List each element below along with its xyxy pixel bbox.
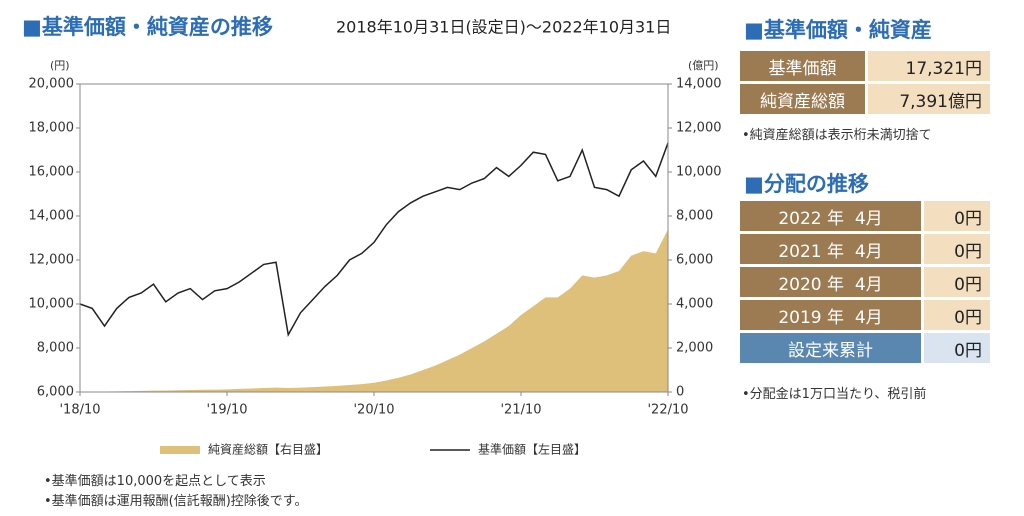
x-tick-label: '20/10 — [353, 403, 394, 418]
x-tick-label: '21/10 — [500, 403, 541, 418]
cell: 0円 — [924, 300, 990, 330]
y2-axis-unit: (億円) — [688, 59, 719, 72]
cell: 0円 — [924, 234, 990, 264]
legend-label: 基準価額【左目盛】 — [478, 442, 586, 457]
cell: 設定来累計 — [740, 333, 922, 363]
x-tick-label: '19/10 — [206, 403, 247, 418]
chart-title: ■基準価額・純資産の推移 — [22, 15, 273, 39]
nav-note: •純資産総額は表示桁未満切捨て — [742, 128, 932, 143]
distribution-title: ■分配の推移 — [744, 172, 869, 196]
y-tick-label: 18,000 — [29, 121, 75, 136]
cell: 2019 年 4月 — [740, 300, 922, 330]
y-tick-label: 12,000 — [29, 253, 75, 268]
y2-tick-label: 14,000 — [676, 77, 722, 92]
y-tick-label: 8,000 — [37, 341, 74, 356]
y-tick-label: 10,000 — [29, 297, 75, 312]
note: •基準価額は10,000を起点として表示 — [44, 474, 266, 489]
legend-label: 純資産総額【右目盛】 — [208, 442, 328, 457]
chart-subtitle: 2018年10月31日(設定日)～2022年10月31日 — [336, 18, 671, 37]
cell: 2022 年 4月 — [740, 201, 922, 231]
area — [80, 229, 668, 392]
y-tick-label: 14,000 — [29, 209, 75, 224]
distribution-table: 2022 年 4月 0円 2021 年 4月 0円 2020 年 4月 0円 2019… — [737, 198, 993, 366]
cell: 0円 — [924, 201, 990, 231]
y-tick-label: 6,000 — [37, 385, 74, 400]
cell: 0円 — [924, 267, 990, 297]
nav-table: 基準価額 17,321円 純資産総額 7,391億円 — [737, 48, 993, 117]
y2-tick-label: 8,000 — [676, 209, 713, 224]
cell: 17,321円 — [867, 51, 990, 81]
nav-title: ■基準価額・純資産 — [744, 18, 932, 42]
legend-swatch — [160, 446, 200, 454]
cell: 基準価額 — [740, 51, 865, 81]
y2-tick-label: 10,000 — [676, 165, 722, 180]
note: •基準価額は運用報酬(信託報酬)控除後です。 — [44, 494, 308, 509]
distribution-note: •分配金は1万口当たり、税引前 — [742, 387, 927, 402]
x-tick-label: '18/10 — [59, 403, 100, 418]
y2-tick-label: 6,000 — [676, 253, 713, 268]
y2-tick-label: 0 — [676, 385, 684, 400]
x-tick-label: '22/10 — [647, 403, 688, 418]
cell: 純資産総額 — [740, 84, 865, 114]
y2-tick-label: 2,000 — [676, 341, 713, 356]
chart: ■基準価額・純資産の推移 2018年10月31日(設定日)～2022年10月31… — [22, 15, 722, 457]
y2-tick-label: 12,000 — [676, 121, 722, 136]
cell: 2020 年 4月 — [740, 267, 922, 297]
y2-tick-label: 4,000 — [676, 297, 713, 312]
y-tick-label: 16,000 — [29, 165, 75, 180]
y-axis-unit: (円) — [50, 59, 70, 72]
cell: 2021 年 4月 — [740, 234, 922, 264]
cell: 7,391億円 — [867, 84, 990, 114]
line — [79, 142, 669, 338]
cell: 0円 — [924, 333, 990, 363]
y-tick-label: 20,000 — [29, 77, 75, 92]
